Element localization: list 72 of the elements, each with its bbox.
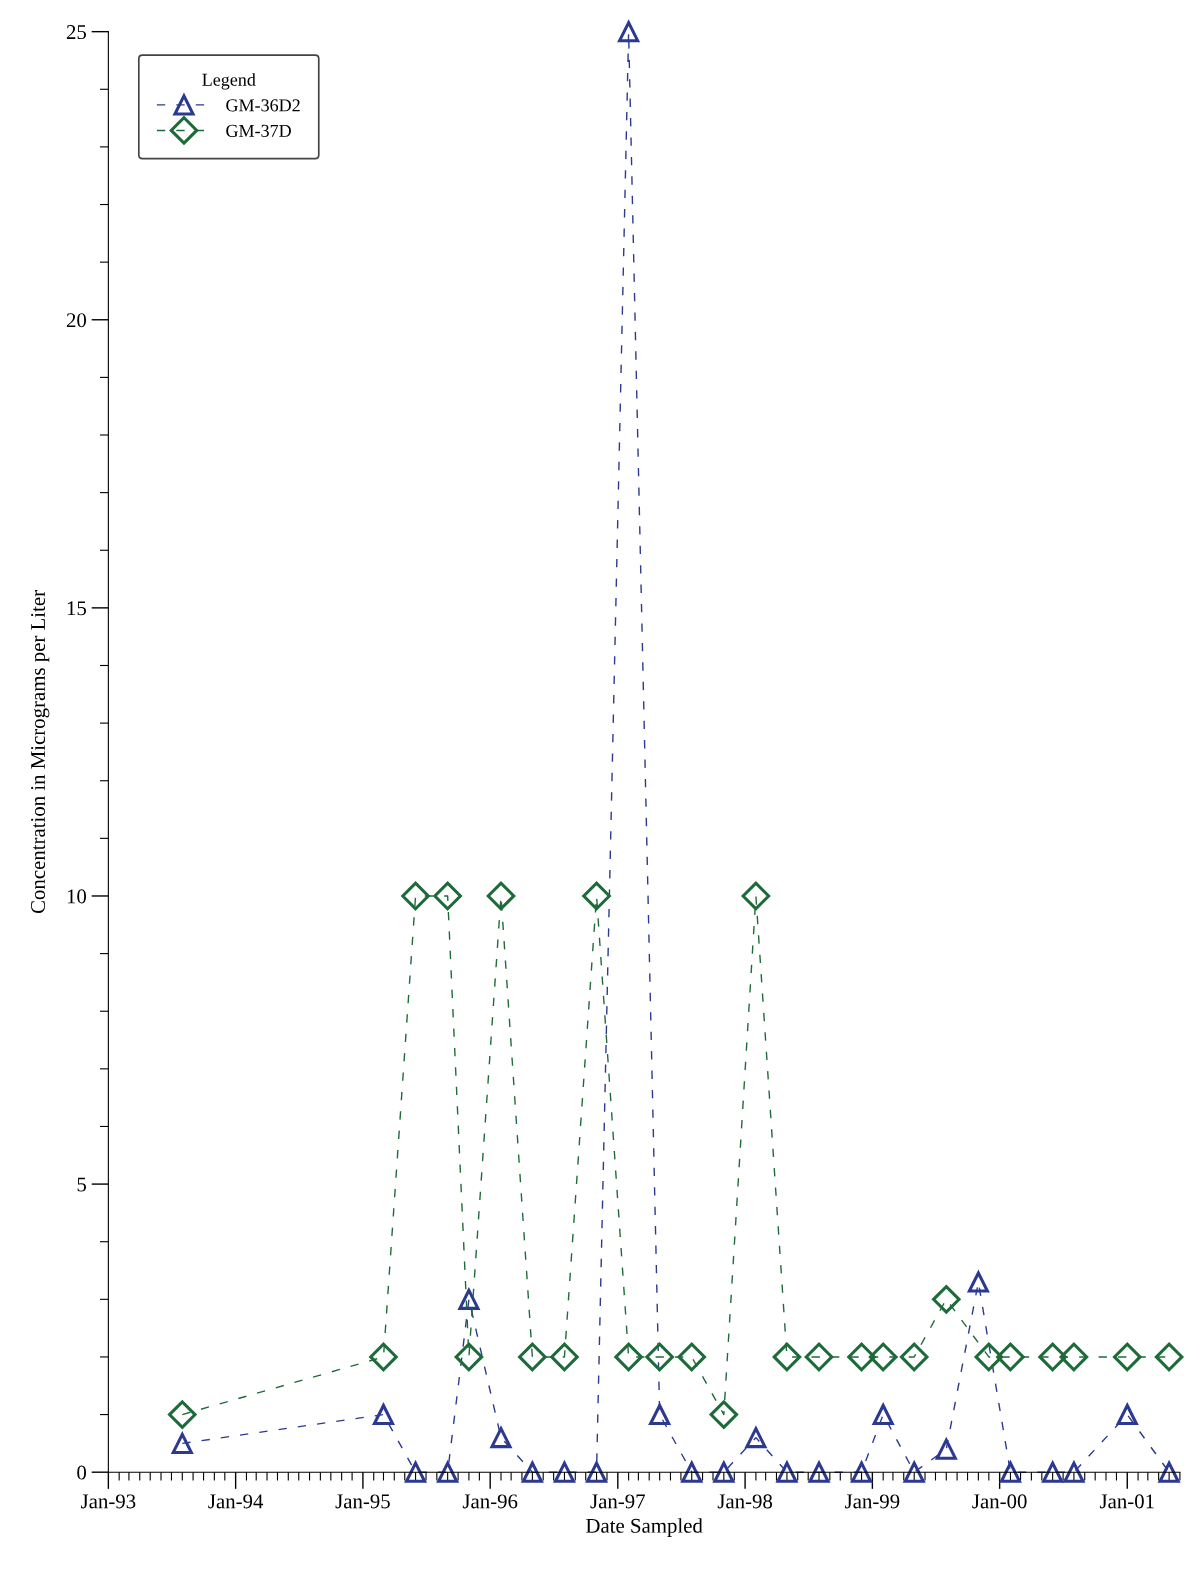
point xyxy=(645,1342,674,1372)
point xyxy=(1062,1459,1086,1483)
point xyxy=(745,1427,767,1449)
x-tick-label: Jan-93 xyxy=(81,1494,136,1509)
point xyxy=(486,881,516,911)
point xyxy=(808,1461,830,1483)
legend-label: GM-37D xyxy=(226,124,291,137)
x-tick-label: Jan-97 xyxy=(590,1494,645,1509)
point xyxy=(775,1459,799,1483)
point xyxy=(999,1459,1022,1483)
x-axis-title: Date Sampled xyxy=(586,1518,703,1538)
point xyxy=(899,1342,929,1372)
y-tick-label: 25 xyxy=(66,25,87,40)
point xyxy=(433,881,462,911)
x-tick-label: Jan-01 xyxy=(1099,1494,1154,1509)
point xyxy=(1041,1459,1064,1483)
point xyxy=(1059,1342,1089,1372)
x-tick-label: Jan-95 xyxy=(335,1494,390,1509)
point xyxy=(996,1342,1025,1372)
y-tick-label: 0 xyxy=(77,1465,87,1480)
point xyxy=(1116,1404,1138,1426)
point xyxy=(712,1459,736,1483)
point xyxy=(618,21,640,43)
point xyxy=(436,1459,459,1483)
point xyxy=(649,1404,671,1426)
point xyxy=(521,1459,544,1483)
point xyxy=(490,1427,512,1449)
point xyxy=(847,1342,876,1372)
point xyxy=(850,1459,873,1483)
point xyxy=(550,1342,579,1372)
point xyxy=(553,1459,576,1483)
legend-title: Legend xyxy=(202,73,256,90)
point xyxy=(582,881,611,911)
point xyxy=(372,1404,395,1426)
x-tick-label: Jan-98 xyxy=(717,1494,773,1509)
legend-label: GM-36D2 xyxy=(226,99,300,112)
point xyxy=(967,1271,989,1293)
point xyxy=(804,1342,834,1372)
point xyxy=(1038,1342,1067,1372)
point xyxy=(585,1461,608,1483)
point xyxy=(974,1342,1004,1372)
y-tick-label: 10 xyxy=(67,889,87,904)
y-tick-label: 5 xyxy=(77,1177,87,1192)
point xyxy=(369,1342,398,1372)
x-tick-label: Jan-00 xyxy=(972,1494,1027,1509)
point xyxy=(401,881,430,911)
y-tick-label: 20 xyxy=(66,313,87,328)
point xyxy=(931,1285,961,1314)
point xyxy=(772,1342,802,1372)
point xyxy=(1157,1459,1181,1483)
point xyxy=(458,1288,480,1310)
point xyxy=(741,881,771,911)
point xyxy=(1154,1342,1184,1372)
point xyxy=(518,1342,547,1372)
point xyxy=(680,1459,704,1483)
point xyxy=(902,1459,926,1483)
point xyxy=(934,1436,958,1460)
y-axis-title: Concentration in Micrograms per Liter xyxy=(31,590,50,914)
point xyxy=(709,1400,739,1429)
y-tick-label: 15 xyxy=(67,601,87,616)
point xyxy=(167,1400,197,1429)
x-tick-label: Jan-96 xyxy=(462,1494,518,1509)
point xyxy=(872,1404,894,1426)
point xyxy=(868,1342,898,1372)
point xyxy=(171,1432,193,1454)
x-tick-label: Jan-94 xyxy=(208,1494,264,1509)
point xyxy=(677,1342,707,1372)
x-tick-label: Jan-99 xyxy=(845,1494,900,1509)
point xyxy=(404,1459,427,1483)
point xyxy=(454,1342,484,1372)
point xyxy=(614,1342,643,1372)
point xyxy=(1112,1342,1142,1372)
